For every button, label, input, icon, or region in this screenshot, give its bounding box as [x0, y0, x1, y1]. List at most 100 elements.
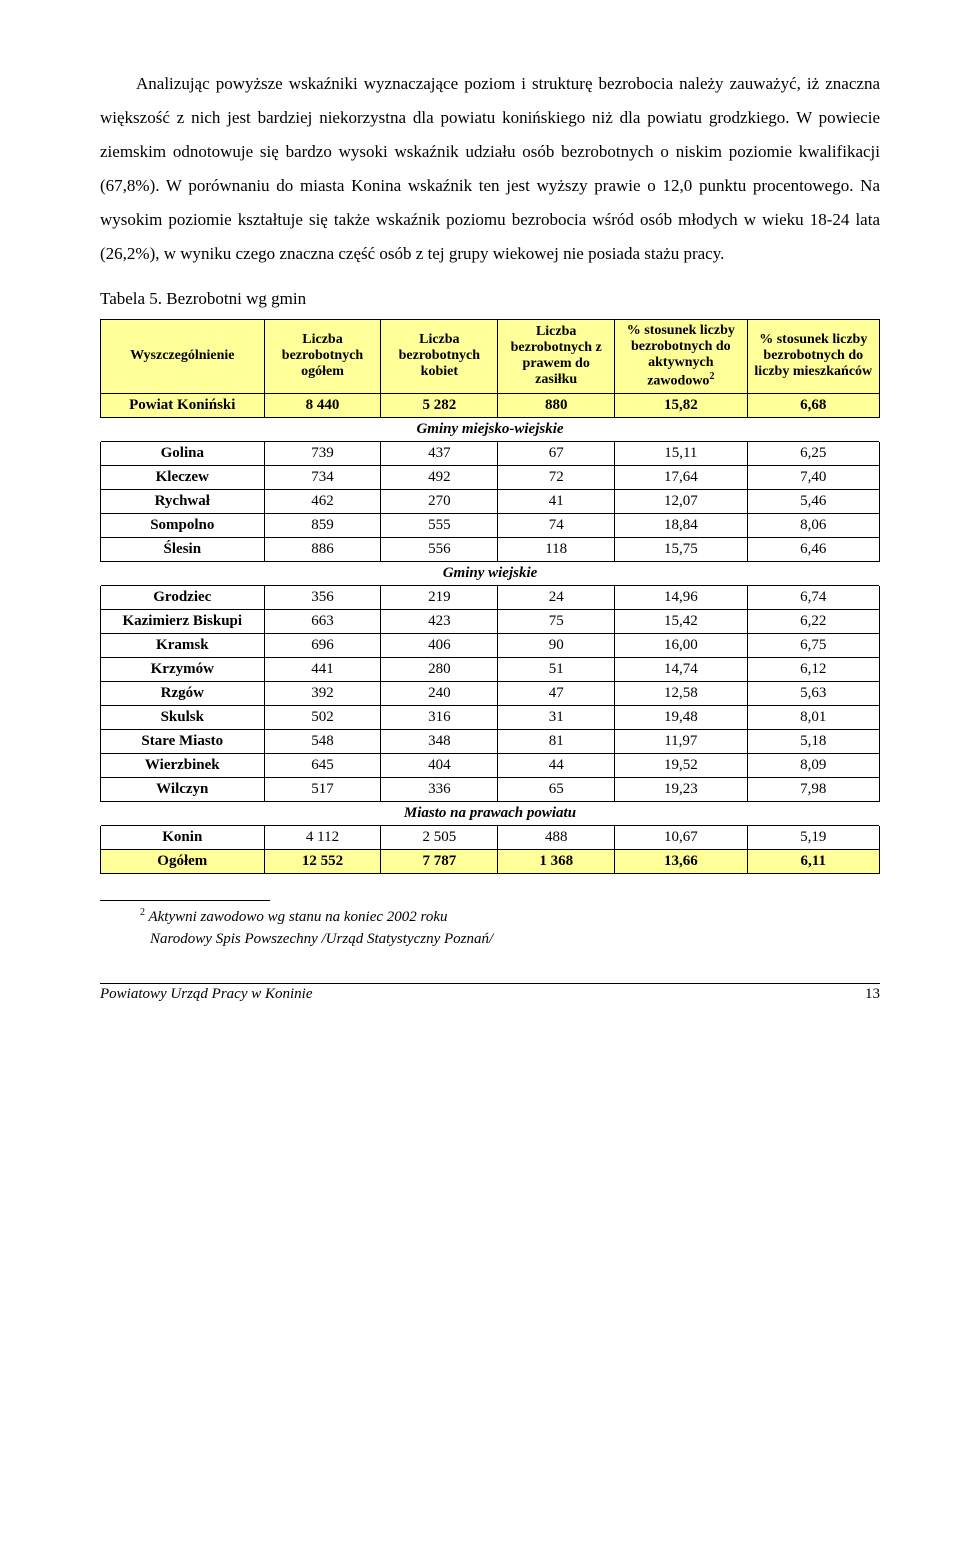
cell-value: 15,42 — [615, 609, 747, 633]
cell-value: 6,46 — [747, 537, 879, 561]
table-row: Konin4 1122 50548810,675,19 — [101, 825, 880, 849]
cell-value: 404 — [381, 753, 498, 777]
cell-value: 12 552 — [264, 849, 381, 873]
cell-value: 5,63 — [747, 681, 879, 705]
cell-value: 462 — [264, 489, 381, 513]
cell-value: 6,11 — [747, 849, 879, 873]
cell-value: 67 — [498, 441, 615, 465]
section-label: Gminy wiejskie — [101, 561, 880, 585]
cell-name: Wilczyn — [101, 777, 265, 801]
cell-name: Krzymów — [101, 657, 265, 681]
cell-value: 663 — [264, 609, 381, 633]
cell-value: 336 — [381, 777, 498, 801]
page-number: 13 — [865, 986, 880, 1003]
cell-name: Sompolno — [101, 513, 265, 537]
section-label: Miasto na prawach powiatu — [101, 801, 880, 825]
cell-value: 517 — [264, 777, 381, 801]
cell-value: 5,19 — [747, 825, 879, 849]
cell-value: 7,40 — [747, 465, 879, 489]
cell-value: 74 — [498, 513, 615, 537]
cell-value: 16,00 — [615, 633, 747, 657]
cell-value: 859 — [264, 513, 381, 537]
cell-name: Konin — [101, 825, 265, 849]
cell-value: 10,67 — [615, 825, 747, 849]
cell-value: 18,84 — [615, 513, 747, 537]
cell-value: 6,25 — [747, 441, 879, 465]
page: Analizując powyższe wskaźniki wyznaczają… — [0, 0, 960, 1023]
cell-name: Powiat Koniński — [101, 393, 265, 417]
table-row: Golina7394376715,116,25 — [101, 441, 880, 465]
cell-value: 11,97 — [615, 729, 747, 753]
cell-value: 645 — [264, 753, 381, 777]
table-row: Rychwał4622704112,075,46 — [101, 489, 880, 513]
footnote-text1: Aktywni zawodowo wg stanu na koniec 2002… — [145, 909, 447, 925]
cell-value: 31 — [498, 705, 615, 729]
cell-value: 47 — [498, 681, 615, 705]
cell-value: 51 — [498, 657, 615, 681]
table-row: Kazimierz Biskupi6634237515,426,22 — [101, 609, 880, 633]
cell-value: 81 — [498, 729, 615, 753]
cell-name: Stare Miasto — [101, 729, 265, 753]
cell-value: 12,58 — [615, 681, 747, 705]
table-row: Kramsk6964069016,006,75 — [101, 633, 880, 657]
section-label: Gminy miejsko-wiejskie — [101, 417, 880, 441]
cell-value: 6,75 — [747, 633, 879, 657]
th-active-sup: 2 — [709, 371, 714, 382]
cell-value: 6,74 — [747, 585, 879, 609]
cell-value: 44 — [498, 753, 615, 777]
cell-value: 219 — [381, 585, 498, 609]
cell-value: 12,07 — [615, 489, 747, 513]
table-caption: Tabela 5. Bezrobotni wg gmin — [100, 289, 880, 309]
table-row: Stare Miasto5483488111,975,18 — [101, 729, 880, 753]
cell-value: 90 — [498, 633, 615, 657]
cell-value: 13,66 — [615, 849, 747, 873]
cell-value: 734 — [264, 465, 381, 489]
cell-value: 5,46 — [747, 489, 879, 513]
cell-value: 1 368 — [498, 849, 615, 873]
cell-value: 548 — [264, 729, 381, 753]
cell-value: 24 — [498, 585, 615, 609]
cell-value: 8,06 — [747, 513, 879, 537]
cell-name: Wierzbinek — [101, 753, 265, 777]
cell-value: 65 — [498, 777, 615, 801]
footnote-separator — [100, 900, 270, 901]
paragraph: Analizując powyższe wskaźniki wyznaczają… — [100, 67, 880, 271]
cell-value: 7 787 — [381, 849, 498, 873]
section-row: Gminy miejsko-wiejskie — [101, 417, 880, 441]
cell-value: 488 — [498, 825, 615, 849]
th-benefit: Liczba bezrobotnych z prawem do zasiłku — [498, 320, 615, 394]
cell-name: Rzgów — [101, 681, 265, 705]
cell-value: 270 — [381, 489, 498, 513]
cell-value: 5,18 — [747, 729, 879, 753]
cell-value: 118 — [498, 537, 615, 561]
cell-name: Kleczew — [101, 465, 265, 489]
cell-value: 6,22 — [747, 609, 879, 633]
cell-value: 556 — [381, 537, 498, 561]
cell-value: 406 — [381, 633, 498, 657]
cell-value: 392 — [264, 681, 381, 705]
cell-value: 437 — [381, 441, 498, 465]
cell-value: 2 505 — [381, 825, 498, 849]
table-row: Ogółem12 5527 7871 36813,666,11 — [101, 849, 880, 873]
cell-value: 72 — [498, 465, 615, 489]
table-row: Krzymów4412805114,746,12 — [101, 657, 880, 681]
footnotes: 2 Aktywni zawodowo wg stanu na koniec 20… — [140, 905, 880, 951]
cell-value: 14,96 — [615, 585, 747, 609]
table-row: Wierzbinek6454044419,528,09 — [101, 753, 880, 777]
cell-value: 316 — [381, 705, 498, 729]
cell-value: 8,09 — [747, 753, 879, 777]
cell-name: Skulsk — [101, 705, 265, 729]
cell-value: 15,75 — [615, 537, 747, 561]
footnote-line1: 2 Aktywni zawodowo wg stanu na koniec 20… — [140, 905, 880, 929]
th-total: Liczba bezrobotnych ogółem — [264, 320, 381, 394]
th-name: Wyszczególnienie — [101, 320, 265, 394]
th-pop: % stosunek liczby bezrobotnych do liczby… — [747, 320, 879, 394]
cell-value: 41 — [498, 489, 615, 513]
th-active: % stosunek liczby bezrobotnych do aktywn… — [615, 320, 747, 394]
cell-name: Rychwał — [101, 489, 265, 513]
table-row: Wilczyn5173366519,237,98 — [101, 777, 880, 801]
cell-value: 75 — [498, 609, 615, 633]
table-row: Ślesin88655611815,756,46 — [101, 537, 880, 561]
th-active-text: % stosunek liczby bezrobotnych do aktywn… — [627, 323, 735, 389]
cell-name: Kramsk — [101, 633, 265, 657]
